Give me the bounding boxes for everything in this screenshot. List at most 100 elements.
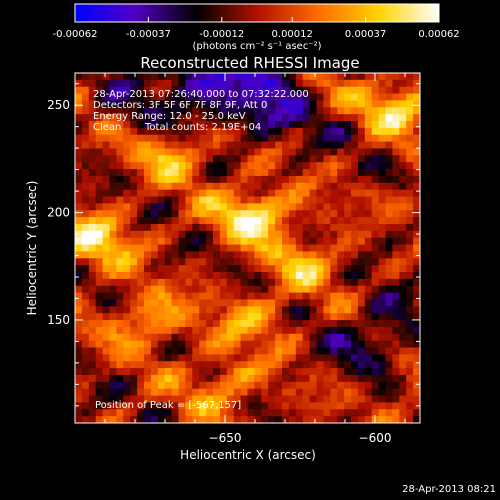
heatmap-cell <box>357 86 366 95</box>
heatmap-cell <box>378 251 387 259</box>
heatmap-cell <box>261 210 269 218</box>
heatmap-cell <box>178 416 186 423</box>
heatmap-cell <box>178 326 186 335</box>
heatmap-cell <box>199 299 207 307</box>
heatmap-cell <box>330 278 338 287</box>
heatmap-cell <box>337 73 345 81</box>
heatmap-cell <box>137 368 145 376</box>
heatmap-cell <box>109 395 117 404</box>
heatmap-cell <box>268 251 276 259</box>
heatmap-cell <box>123 189 131 198</box>
heatmap-cell <box>213 107 221 115</box>
heatmap-cell <box>150 388 159 397</box>
heatmap-cell <box>268 381 276 390</box>
heatmap-cell <box>309 320 318 328</box>
heatmap-cell <box>213 333 221 342</box>
heatmap-cell <box>330 313 338 321</box>
heatmap-cell <box>309 114 318 122</box>
heatmap-cell <box>323 272 331 280</box>
heatmap-cell <box>399 217 407 225</box>
heatmap-cell <box>392 162 400 170</box>
heatmap-cell <box>371 196 380 204</box>
heatmap-cell <box>406 121 414 129</box>
heatmap-cell <box>102 162 111 170</box>
heatmap-cell <box>309 333 318 342</box>
heatmap-cell <box>144 189 152 198</box>
heatmap-cell <box>364 182 373 191</box>
heatmap-cell <box>351 121 359 129</box>
heatmap-cell <box>392 251 400 259</box>
x-axis-label: Heliocentric X (arcsec) <box>180 448 316 462</box>
heatmap-cell <box>95 223 104 232</box>
heatmap-cell <box>219 258 228 266</box>
heatmap-cell <box>364 141 373 150</box>
heatmap-cell <box>337 210 345 218</box>
heatmap-cell <box>206 134 214 143</box>
heatmap-cell <box>295 244 304 253</box>
heatmap-cell <box>323 285 331 294</box>
heatmap-cell <box>95 285 104 294</box>
heatmap-cell <box>268 230 276 239</box>
heatmap-cell <box>233 272 242 280</box>
heatmap-cell <box>330 340 338 349</box>
heatmap-cell <box>123 155 131 163</box>
heatmap-cell <box>364 340 373 349</box>
heatmap-cell <box>199 285 207 294</box>
heatmap-cell <box>75 162 83 170</box>
heatmap-cell <box>413 320 420 328</box>
heatmap-cell <box>364 306 373 314</box>
heatmap-cell <box>199 86 207 95</box>
heatmap-cell <box>178 127 186 136</box>
heatmap-cell <box>206 299 214 307</box>
heatmap-cell <box>275 416 283 423</box>
heatmap-cell <box>130 210 138 218</box>
heatmap-cell <box>295 258 304 266</box>
heatmap-cell <box>185 368 193 376</box>
heatmap-cell <box>378 306 387 314</box>
heatmap-cell <box>164 320 173 328</box>
heatmap-cell <box>261 141 269 150</box>
heatmap-cell <box>171 416 180 423</box>
heatmap-cell <box>157 354 166 362</box>
heatmap-cell <box>261 381 269 390</box>
heatmap-cell <box>378 402 387 410</box>
heatmap-cell <box>219 169 228 177</box>
heatmap-cell <box>330 416 338 423</box>
heatmap-cell <box>247 237 255 246</box>
heatmap-cell <box>323 127 331 136</box>
heatmap-cell <box>213 374 221 383</box>
heatmap-cell <box>206 79 214 88</box>
heatmap-cell <box>309 402 318 410</box>
heatmap-cell <box>413 313 420 321</box>
heatmap-cell <box>337 175 345 184</box>
heatmap-cell <box>371 402 380 410</box>
heatmap-cell <box>247 292 255 301</box>
heatmap-cell <box>95 354 104 362</box>
heatmap-cell <box>282 244 290 253</box>
heatmap-cell <box>399 86 407 95</box>
heatmap-cell <box>150 169 159 177</box>
heatmap-cell <box>413 169 420 177</box>
heatmap-cell <box>392 306 400 314</box>
heatmap-cell <box>323 182 331 191</box>
colorbar-ticks: -0.00062 -0.00037 -0.00012 0.00012 0.00037 0.… <box>53 17 460 40</box>
heatmap-cell <box>309 203 318 211</box>
heatmap-cell <box>206 320 214 328</box>
heatmap-cell <box>316 278 324 287</box>
heatmap-cell <box>81 306 90 314</box>
heatmap-cell <box>406 278 414 287</box>
heatmap-cell <box>413 409 420 417</box>
heatmap-cell <box>185 388 193 397</box>
heatmap-cell <box>385 79 393 88</box>
heatmap-cell <box>357 251 366 259</box>
heatmap-cell <box>157 320 166 328</box>
heatmap-cell <box>288 148 297 156</box>
heatmap-cell <box>413 162 420 170</box>
heatmap-cell <box>261 292 269 301</box>
heatmap-cell <box>413 182 420 191</box>
heatmap-cell <box>240 73 249 81</box>
heatmap-cell <box>192 237 200 246</box>
heatmap-cell <box>88 155 97 163</box>
heatmap-cell <box>254 244 262 253</box>
heatmap-cell <box>302 155 311 163</box>
